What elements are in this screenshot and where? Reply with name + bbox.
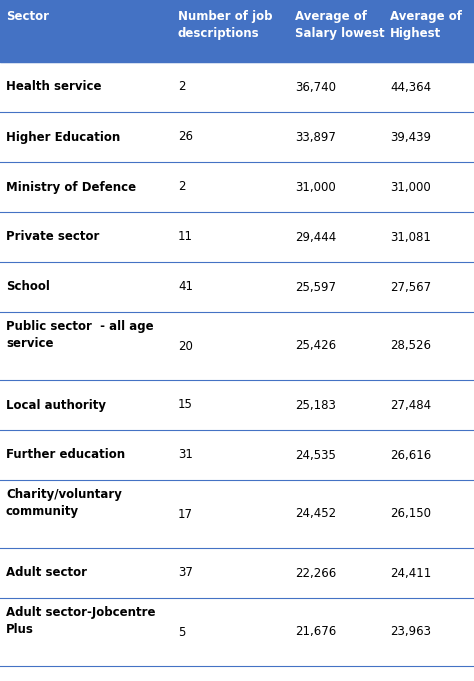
Text: Health service: Health service	[6, 80, 101, 93]
Text: 5: 5	[178, 626, 185, 639]
Text: 2: 2	[178, 180, 185, 193]
Text: Ministry of Defence: Ministry of Defence	[6, 180, 136, 193]
Text: 24,411: 24,411	[390, 567, 431, 580]
Text: 44,364: 44,364	[390, 80, 431, 93]
Text: 31: 31	[178, 449, 193, 462]
Text: Number of job
descriptions: Number of job descriptions	[178, 10, 273, 40]
Text: 39,439: 39,439	[390, 131, 431, 144]
Text: Charity/voluntary
community: Charity/voluntary community	[6, 488, 122, 518]
Bar	[0, 548, 474, 598]
Text: 11: 11	[178, 230, 193, 244]
Text: Private sector: Private sector	[6, 230, 100, 244]
Text: 26: 26	[178, 131, 193, 144]
Text: Adult sector-Jobcentre
Plus: Adult sector-Jobcentre Plus	[6, 606, 155, 636]
Text: 29,444: 29,444	[295, 230, 336, 244]
Text: 26,616: 26,616	[390, 449, 431, 462]
Text: 31,000: 31,000	[295, 180, 336, 193]
Text: 24,535: 24,535	[295, 449, 336, 462]
Text: 24,452: 24,452	[295, 507, 336, 520]
Bar	[0, 112, 474, 162]
Bar	[0, 380, 474, 430]
Bar	[0, 212, 474, 262]
Text: 27,567: 27,567	[390, 281, 431, 294]
Text: 23,963: 23,963	[390, 626, 431, 639]
Bar	[0, 480, 474, 548]
Text: Public sector  - all age
service: Public sector - all age service	[6, 320, 154, 350]
Text: 20: 20	[178, 340, 193, 353]
Text: 2: 2	[178, 80, 185, 93]
Text: Average of
Highest: Average of Highest	[390, 10, 462, 40]
Bar	[0, 0, 474, 62]
Text: 17: 17	[178, 507, 193, 520]
Bar	[0, 162, 474, 212]
Text: 21,676: 21,676	[295, 626, 336, 639]
Text: Sector: Sector	[6, 10, 49, 23]
Text: 31,081: 31,081	[390, 230, 431, 244]
Bar	[0, 666, 474, 681]
Bar	[0, 598, 474, 666]
Text: 25,426: 25,426	[295, 340, 336, 353]
Text: 36,740: 36,740	[295, 80, 336, 93]
Text: 22,266: 22,266	[295, 567, 336, 580]
Text: Adult sector: Adult sector	[6, 567, 87, 580]
Bar	[0, 430, 474, 480]
Text: 33,897: 33,897	[295, 131, 336, 144]
Bar	[0, 312, 474, 380]
Text: School: School	[6, 281, 50, 294]
Text: 28,526: 28,526	[390, 340, 431, 353]
Text: 15: 15	[178, 398, 193, 411]
Text: Further education: Further education	[6, 449, 125, 462]
Text: 27,484: 27,484	[390, 398, 431, 411]
Text: 31,000: 31,000	[390, 180, 431, 193]
Text: 25,183: 25,183	[295, 398, 336, 411]
Bar	[0, 262, 474, 312]
Bar	[0, 62, 474, 112]
Text: 26,150: 26,150	[390, 507, 431, 520]
Text: 25,597: 25,597	[295, 281, 336, 294]
Text: 37: 37	[178, 567, 193, 580]
Text: Local authority: Local authority	[6, 398, 106, 411]
Text: Average of
Salary lowest: Average of Salary lowest	[295, 10, 384, 40]
Text: 41: 41	[178, 281, 193, 294]
Text: Higher Education: Higher Education	[6, 131, 120, 144]
